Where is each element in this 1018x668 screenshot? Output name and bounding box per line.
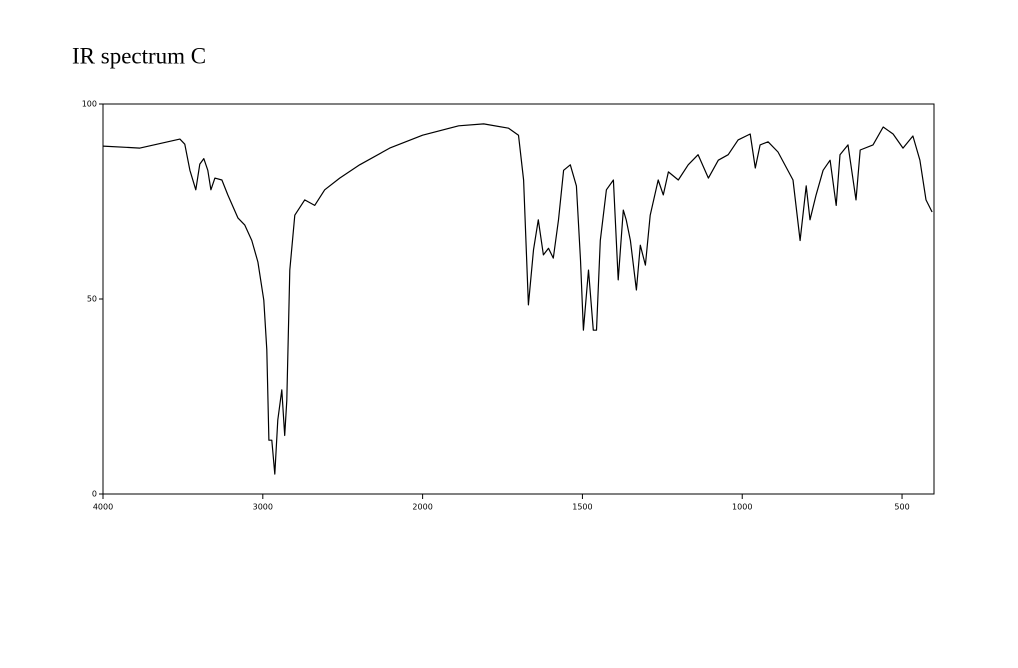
spectrum-line [102, 123, 933, 475]
x-tick-label: 1500 [572, 503, 592, 512]
x-tick-label: 2000 [412, 503, 432, 512]
x-tick-label: 3000 [253, 503, 273, 512]
y-tick-label: 50 [87, 295, 97, 304]
y-tick-label: 100 [82, 100, 97, 109]
y-tick-label: 0 [92, 490, 97, 499]
x-tick-label: 500 [894, 503, 909, 512]
chart-title: IR spectrum C [72, 43, 206, 68]
x-tick-label: 4000 [93, 503, 113, 512]
plot-frame [102, 103, 935, 495]
x-tick-label: 1000 [732, 503, 752, 512]
